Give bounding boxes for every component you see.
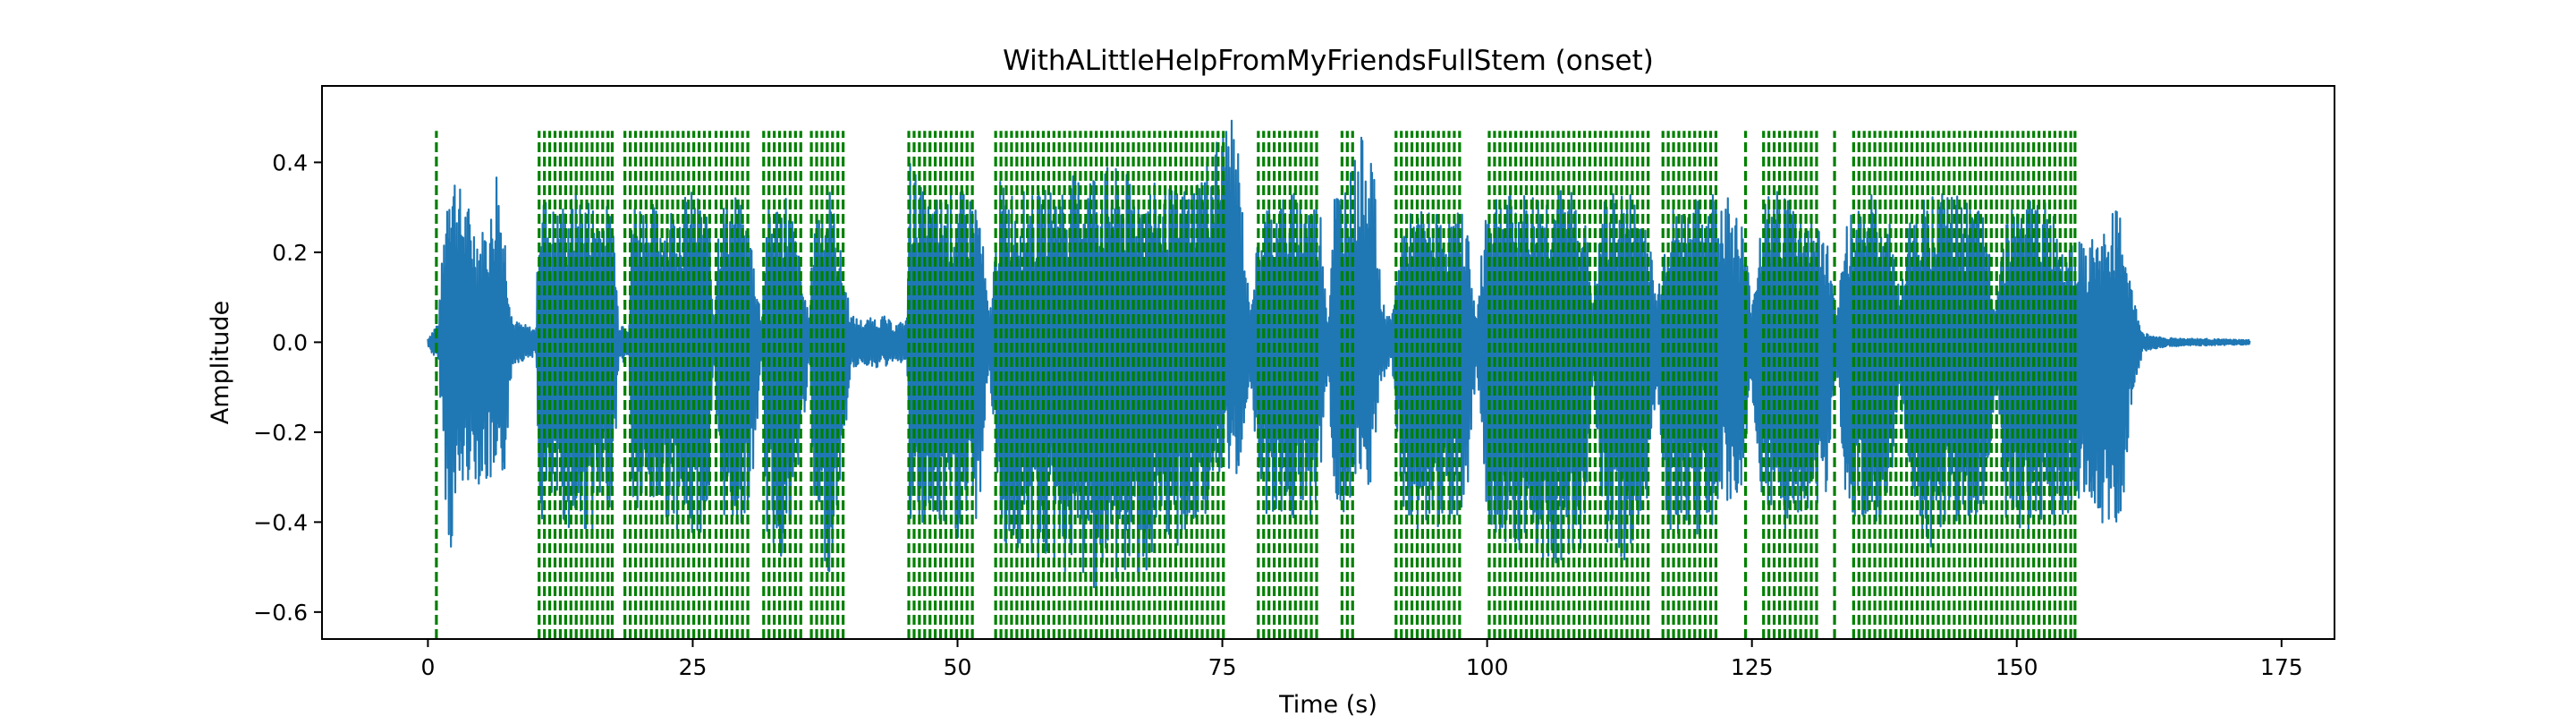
x-tick-label: 75 [1208, 654, 1237, 680]
x-tick-label: 175 [2260, 654, 2303, 680]
x-tick-label: 150 [1996, 654, 2038, 680]
x-tick-label: 125 [1731, 654, 1774, 680]
x-tick-label: 0 [420, 654, 435, 680]
x-axis-label: Time (s) [1278, 691, 1377, 716]
plot-area [427, 119, 2251, 639]
y-tick-label: −0.4 [253, 509, 308, 535]
x-axis-ticks: 0 25 50 75 100 125 150 175 [420, 639, 2303, 680]
y-axis-label: Amplitude [207, 301, 234, 424]
plot-frame [321, 85, 2335, 640]
y-tick-label: 0.4 [272, 149, 308, 175]
x-tick-label: 50 [944, 654, 972, 680]
y-tick-label: 0.2 [272, 240, 308, 266]
chart-title: WithALittleHelpFromMyFriendsFullStem (on… [1003, 45, 1654, 77]
y-tick-label: 0.0 [272, 329, 308, 355]
onset-markers [435, 131, 2077, 639]
y-tick-label: −0.2 [253, 420, 308, 446]
y-axis-ticks: −0.6 −0.4 −0.2 0.0 0.2 0.4 [253, 149, 322, 626]
y-tick-label: −0.6 [253, 600, 308, 626]
x-tick-label: 25 [679, 654, 708, 680]
x-tick-label: 100 [1466, 654, 1509, 680]
